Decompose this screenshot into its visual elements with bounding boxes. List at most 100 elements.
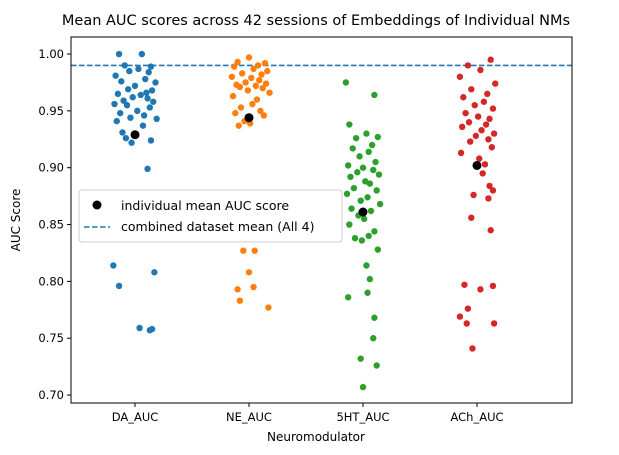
data-point-5ht-auc bbox=[347, 173, 354, 181]
data-point-ne-auc bbox=[261, 59, 269, 67]
data-point-5ht-auc bbox=[367, 207, 375, 215]
data-point-ne-auc bbox=[236, 83, 244, 91]
data-point-5ht-auc bbox=[363, 262, 370, 269]
data-point-5ht-auc bbox=[348, 205, 355, 212]
y-tick-label: 0.95 bbox=[38, 104, 64, 118]
data-point-ach-auc bbox=[489, 187, 497, 194]
data-point-5ht-auc bbox=[352, 134, 360, 142]
data-point-ach-auc bbox=[484, 90, 491, 98]
data-point-5ht-auc bbox=[356, 153, 363, 160]
data-point-da-auc bbox=[120, 97, 127, 104]
data-point-da-auc bbox=[142, 75, 149, 83]
data-point-da-auc bbox=[116, 109, 124, 117]
data-point-da-auc bbox=[118, 78, 125, 85]
data-point-5ht-auc bbox=[357, 355, 364, 362]
data-point-da-auc bbox=[129, 94, 136, 101]
data-point-da-auc bbox=[128, 139, 135, 146]
data-point-ne-auc bbox=[229, 92, 237, 100]
data-point-ne-auc bbox=[260, 112, 268, 119]
data-point-5ht-auc bbox=[342, 79, 350, 86]
data-point-ne-auc bbox=[265, 304, 272, 311]
data-point-5ht-auc bbox=[350, 184, 358, 192]
axes-frame bbox=[70, 36, 573, 404]
data-point-ach-auc bbox=[492, 80, 499, 87]
data-point-ne-auc bbox=[250, 283, 257, 291]
data-point-ach-auc bbox=[462, 109, 469, 117]
data-point-5ht-auc bbox=[359, 383, 367, 391]
data-point-ne-auc bbox=[237, 104, 245, 111]
data-point-5ht-auc bbox=[371, 228, 378, 235]
data-point-5ht-auc bbox=[366, 180, 374, 187]
data-point-ach-auc bbox=[464, 305, 472, 312]
data-point-ne-auc bbox=[264, 67, 271, 75]
y-tick-label: 0.75 bbox=[38, 331, 64, 345]
y-tick-label: 0.70 bbox=[38, 388, 64, 402]
data-point-da-auc bbox=[127, 114, 134, 121]
data-point-5ht-auc bbox=[364, 289, 371, 296]
data-point-ne-auc bbox=[244, 87, 252, 94]
data-point-da-auc bbox=[124, 86, 132, 93]
data-point-ne-auc bbox=[259, 84, 266, 92]
mean-marker-5ht-auc bbox=[358, 207, 368, 217]
data-point-5ht-auc bbox=[376, 200, 384, 208]
mean-marker-ne-auc bbox=[244, 113, 254, 123]
data-point-5ht-auc bbox=[365, 148, 372, 155]
data-point-da-auc bbox=[148, 325, 156, 333]
mean-marker-da-auc bbox=[130, 130, 140, 140]
legend-mean-label: individual mean AUC score bbox=[121, 198, 289, 213]
plot-area: 0.70 0.75 0.80 0.85 0.90 0.95 1.00 DA_AUC NE_AUC… bbox=[38, 36, 573, 424]
data-point-5ht-auc bbox=[363, 130, 370, 137]
legend: individual mean AUC score combined datas… bbox=[78, 189, 343, 243]
data-point-ne-auc bbox=[258, 71, 265, 78]
data-point-ach-auc bbox=[489, 105, 497, 112]
data-point-ach-auc bbox=[490, 130, 498, 137]
data-point-ne-auc bbox=[245, 54, 253, 61]
data-point-ach-auc bbox=[474, 113, 482, 120]
data-point-ne-auc bbox=[234, 58, 241, 66]
data-point-5ht-auc bbox=[364, 194, 371, 201]
chart-title: Mean AUC scores across 42 sessions of Em… bbox=[62, 13, 570, 29]
data-point-da-auc bbox=[144, 95, 151, 102]
data-point-ne-auc bbox=[236, 297, 244, 304]
data-point-5ht-auc bbox=[346, 121, 353, 128]
y-tick-label: 0.85 bbox=[38, 218, 64, 232]
data-point-da-auc bbox=[119, 129, 126, 136]
data-point-5ht-auc bbox=[370, 166, 377, 174]
data-point-5ht-auc bbox=[346, 221, 353, 228]
data-point-ach-auc bbox=[470, 191, 477, 199]
data-point-5ht-auc bbox=[357, 197, 364, 204]
data-point-da-auc bbox=[114, 90, 122, 98]
data-point-5ht-auc bbox=[349, 145, 356, 152]
data-point-da-auc bbox=[138, 50, 146, 58]
data-point-ach-auc bbox=[472, 132, 480, 140]
data-point-ne-auc bbox=[232, 109, 239, 117]
data-point-ach-auc bbox=[487, 227, 494, 234]
data-point-ne-auc bbox=[251, 247, 258, 254]
data-point-da-auc bbox=[131, 82, 139, 90]
data-point-da-auc bbox=[140, 112, 148, 119]
legend-combined-label: combined dataset mean (All 4) bbox=[121, 219, 314, 234]
data-point-ach-auc bbox=[469, 345, 476, 352]
data-point-ne-auc bbox=[253, 96, 261, 103]
data-point-da-auc bbox=[152, 79, 159, 86]
data-point-da-auc bbox=[121, 62, 128, 69]
y-tick-label: 0.80 bbox=[38, 274, 64, 288]
data-point-ach-auc bbox=[490, 320, 498, 327]
data-point-da-auc bbox=[115, 282, 123, 290]
data-point-ach-auc bbox=[477, 286, 484, 293]
data-point-ach-auc bbox=[461, 281, 468, 288]
data-point-5ht-auc bbox=[351, 234, 359, 242]
data-point-ach-auc bbox=[468, 214, 475, 221]
data-point-5ht-auc bbox=[360, 215, 368, 223]
data-point-5ht-auc bbox=[375, 171, 383, 178]
data-point-ach-auc bbox=[476, 155, 483, 162]
data-point-ne-auc bbox=[250, 65, 257, 73]
data-point-ach-auc bbox=[486, 115, 493, 123]
data-point-da-auc bbox=[137, 91, 144, 99]
data-point-ne-auc bbox=[234, 286, 241, 293]
data-point-ne-auc bbox=[257, 107, 264, 115]
data-point-ne-auc bbox=[240, 247, 247, 254]
data-point-ach-auc bbox=[471, 102, 478, 109]
data-point-ach-auc bbox=[458, 123, 466, 130]
data-point-ach-auc bbox=[478, 127, 485, 134]
